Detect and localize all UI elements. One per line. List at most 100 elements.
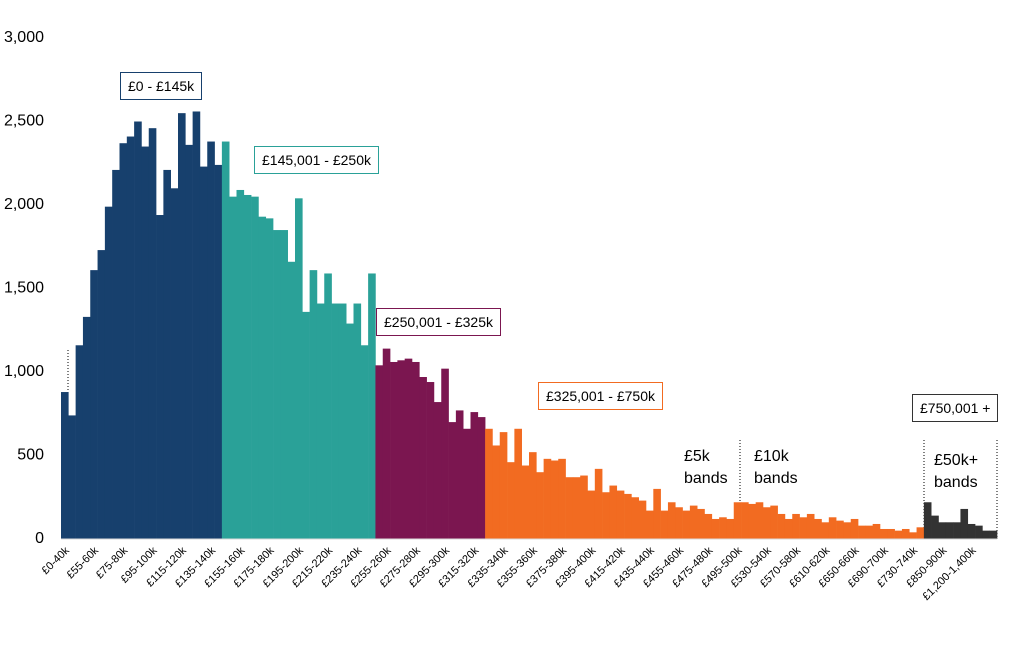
bar [777,513,786,539]
bar [397,360,405,539]
bar [368,273,376,539]
bar [982,530,990,539]
bar [390,361,398,539]
bar [309,270,318,539]
bar [565,477,574,539]
bar [236,189,245,539]
bar [97,250,106,539]
bar [602,492,610,539]
y-tick-label: 2,500 [4,113,44,130]
bar [302,311,310,539]
bar [850,518,859,539]
range-box: £325,001 - £750k [538,382,663,410]
bar [536,472,544,539]
bar [631,497,639,539]
bar [916,527,925,539]
bar [185,144,193,539]
y-tick-label: 1,500 [4,280,44,297]
range-box: £145,001 - £250k [254,146,379,174]
bar [477,417,486,539]
bar [521,465,530,539]
bar [295,198,303,539]
bar [499,432,508,539]
bar [375,365,384,539]
bar [865,525,873,539]
bar [894,530,903,539]
bar [843,522,852,539]
bar [207,141,215,540]
bar [463,428,471,539]
bar [163,169,171,539]
bar [170,188,179,540]
bar [755,502,764,539]
bar [558,458,566,539]
bar [858,525,866,539]
bar [404,358,413,539]
bar [485,428,493,539]
bar [360,345,369,539]
bar [192,111,201,539]
bar [909,532,917,539]
bar [836,520,844,539]
bar [960,508,969,539]
bar [104,206,113,540]
bar [331,303,340,539]
bar [324,273,332,539]
bar [75,345,84,539]
bar [90,270,98,539]
bar [741,502,749,539]
x-tick-label: £1,200-1,400k [920,544,979,603]
bar [280,230,288,540]
range-box: £0 - £145k [120,72,203,100]
bar [806,513,815,539]
bar [141,146,150,540]
bar [470,412,479,539]
bar [156,215,164,539]
bar [338,303,347,539]
band-note: £50k+ bands [934,452,979,491]
bar [199,166,208,539]
bar [967,523,976,539]
bar [112,169,120,539]
bar [441,368,449,539]
bar [178,113,186,540]
bar [901,528,910,539]
bar [719,517,727,539]
range-box: £250,001 - £325k [376,308,501,336]
bar [821,522,830,539]
bar [433,402,442,539]
bar [221,141,230,540]
bar [412,361,420,539]
bar [273,230,281,540]
bar [287,261,296,539]
bar [126,136,135,539]
bar [119,143,128,539]
bar [763,507,771,539]
bar [214,164,223,540]
bar [492,445,501,539]
bar [426,382,435,539]
band-note: £10k bands [754,448,798,487]
bar [784,518,793,539]
bar [616,490,625,539]
bar [660,510,669,539]
bar [689,505,698,539]
bar [814,518,822,539]
bar [748,503,756,539]
bar [792,513,800,539]
bar [975,525,983,539]
bar [229,196,237,539]
bar [507,462,515,539]
bar [989,530,998,539]
bar [265,218,274,540]
bar [572,477,581,539]
bar [938,522,947,539]
bar [638,500,647,539]
bar [682,510,691,539]
bar [550,460,559,539]
bar [353,303,362,539]
bar [419,377,427,539]
bar [587,490,596,539]
